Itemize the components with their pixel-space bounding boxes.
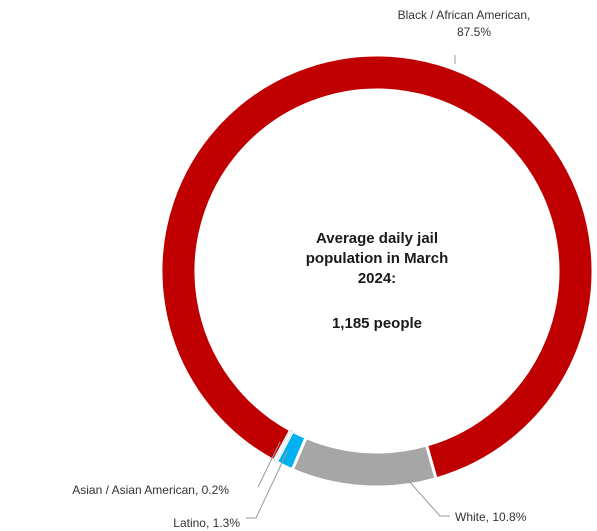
center-text-line2: population in March bbox=[306, 250, 449, 267]
label-white: White, 10.8% bbox=[455, 510, 527, 524]
leader-latino bbox=[246, 449, 289, 519]
donut-slices bbox=[159, 53, 595, 489]
slice-white bbox=[290, 435, 438, 489]
label-latino: Latino, 1.3% bbox=[173, 516, 240, 530]
label-asian: Asian / Asian American, 0.2% bbox=[72, 483, 229, 497]
slice-black-african-american bbox=[159, 53, 595, 481]
leader-asian bbox=[257, 441, 281, 488]
label-black-line1: Black / African American, bbox=[398, 8, 531, 22]
center-text-line3: 2024: bbox=[358, 270, 396, 287]
center-text-line4: 1,185 people bbox=[332, 315, 422, 332]
slice-asian-asian-american bbox=[273, 429, 294, 463]
leader-white bbox=[407, 479, 450, 517]
label-black-line2: 87.5% bbox=[457, 25, 491, 39]
center-text-line1: Average daily jail bbox=[316, 230, 438, 247]
